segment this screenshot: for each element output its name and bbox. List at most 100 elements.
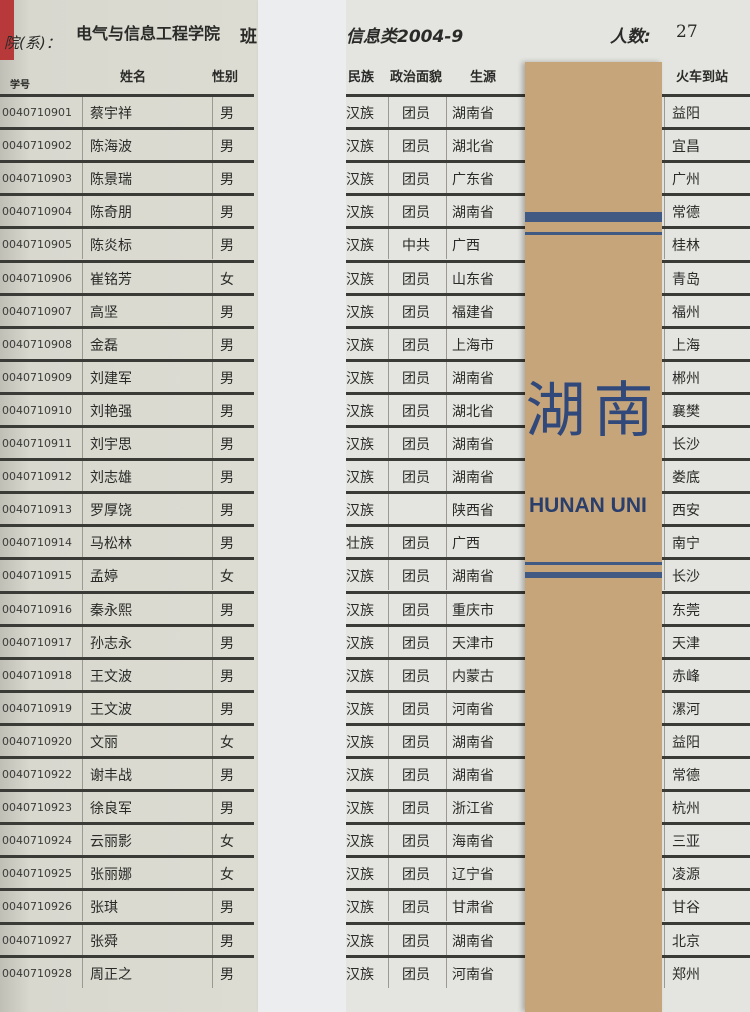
student-ethnicity: 壮族: [346, 536, 374, 553]
student-origin: 重庆市: [452, 602, 494, 619]
student-id: 0040710925: [2, 867, 72, 881]
student-ethnicity: 汉族: [346, 569, 374, 586]
student-origin: 广东省: [452, 172, 494, 189]
student-name: 刘艳强: [90, 403, 132, 420]
column-divider: [388, 759, 389, 789]
student-station: 凌源: [672, 867, 700, 884]
student-origin: 湖南省: [452, 933, 494, 950]
column-divider: [664, 97, 665, 127]
column-divider: [212, 428, 213, 458]
student-id: 0040710926: [2, 900, 72, 914]
column-divider: [446, 560, 447, 591]
bookmark: 湖南 HUNAN UNI: [525, 62, 662, 1012]
column-divider: [82, 196, 83, 227]
student-gender: 男: [220, 337, 234, 354]
table-row: 0040710927 张舜 男: [0, 921, 254, 955]
student-gender: 男: [220, 668, 234, 685]
column-divider: [664, 560, 665, 591]
left-page: 院(系)： 电气与信息工程学院 班 学号 姓名 性别 0040710901 蔡宇祥…: [0, 0, 258, 1012]
student-station: 广州: [672, 172, 700, 189]
student-id: 0040710912: [2, 470, 72, 484]
student-name: 刘建军: [90, 370, 132, 387]
student-gender: 男: [220, 536, 234, 553]
column-divider: [664, 759, 665, 789]
col-id: 学号: [10, 80, 30, 91]
student-station: 桂林: [672, 238, 700, 255]
student-name: 王文波: [90, 668, 132, 685]
student-origin: 陕西省: [452, 503, 494, 520]
table-row: 0040710918 王文波 男: [0, 656, 254, 690]
student-gender: 男: [220, 238, 234, 255]
col-gender: 性别: [212, 70, 239, 85]
student-station: 襄樊: [672, 403, 700, 420]
column-divider: [664, 692, 665, 723]
bookmark-band: [525, 212, 662, 222]
column-divider: [446, 858, 447, 889]
column-divider: [664, 891, 665, 922]
column-divider: [82, 891, 83, 922]
student-ethnicity: 汉族: [346, 801, 374, 818]
student-gender: 男: [220, 933, 234, 950]
student-station: 常德: [672, 205, 700, 222]
student-gender: 男: [220, 966, 234, 983]
student-station: 杭州: [672, 801, 700, 818]
column-divider: [388, 328, 389, 359]
count-label: 人数:: [610, 27, 651, 47]
student-station: 娄底: [672, 470, 700, 487]
student-name: 刘宇思: [90, 437, 132, 453]
student-ethnicity: 汉族: [346, 304, 374, 321]
student-id: 0040710916: [2, 602, 72, 616]
table-row: 0040710913 罗厚饶 男: [0, 491, 254, 525]
student-origin: 湖南省: [452, 106, 494, 122]
student-gender: 男: [220, 304, 234, 321]
column-divider: [212, 659, 213, 690]
col-origin: 生源: [470, 70, 497, 85]
column-divider: [664, 593, 665, 624]
count-value: 27: [676, 22, 698, 42]
column-divider: [212, 792, 213, 823]
column-divider: [212, 394, 213, 425]
column-divider: [446, 692, 447, 723]
student-politics: 团员: [402, 966, 430, 983]
student-ethnicity: 汉族: [346, 668, 374, 685]
column-divider: [446, 825, 447, 856]
column-divider: [388, 626, 389, 657]
student-name: 罗厚饶: [90, 503, 132, 520]
column-divider: [388, 196, 389, 227]
column-divider: [212, 295, 213, 326]
student-id: 0040710914: [2, 536, 72, 550]
student-politics: 团员: [402, 734, 430, 751]
column-divider: [82, 957, 83, 988]
student-origin: 福建省: [452, 304, 494, 321]
student-name: 高坚: [90, 304, 118, 321]
student-station: 长沙: [672, 569, 700, 586]
column-divider: [212, 858, 213, 889]
student-name: 马松林: [90, 536, 132, 553]
column-divider: [388, 692, 389, 723]
student-id: 0040710917: [2, 635, 72, 649]
student-politics: 团员: [402, 602, 430, 619]
column-divider: [388, 924, 389, 955]
student-politics: 团员: [402, 271, 430, 288]
student-gender: 男: [220, 602, 234, 619]
student-ethnicity: 汉族: [346, 602, 374, 619]
student-gender: 女: [220, 569, 234, 586]
column-divider: [446, 97, 447, 127]
column-divider: [82, 527, 83, 558]
column-divider: [82, 229, 83, 260]
column-divider: [664, 361, 665, 392]
dept-name: 电气与信息工程学院: [76, 24, 221, 43]
student-name: 陈海波: [90, 139, 132, 156]
column-divider: [664, 792, 665, 823]
student-origin: 甘肃省: [452, 900, 494, 917]
table-row: 0040710922 谢丰战 男: [0, 756, 254, 789]
student-name: 周正之: [90, 966, 132, 983]
table-row: 0040710902 陈海波 男: [0, 127, 254, 161]
table-row: 0040710916 秦永熙 男: [0, 590, 254, 624]
column-divider: [212, 825, 213, 856]
column-divider: [212, 494, 213, 525]
student-gender: 男: [220, 205, 234, 222]
student-origin: 上海市: [452, 337, 494, 354]
student-station: 三亚: [672, 834, 700, 851]
table-row: 0040710914 马松林 男: [0, 524, 254, 558]
